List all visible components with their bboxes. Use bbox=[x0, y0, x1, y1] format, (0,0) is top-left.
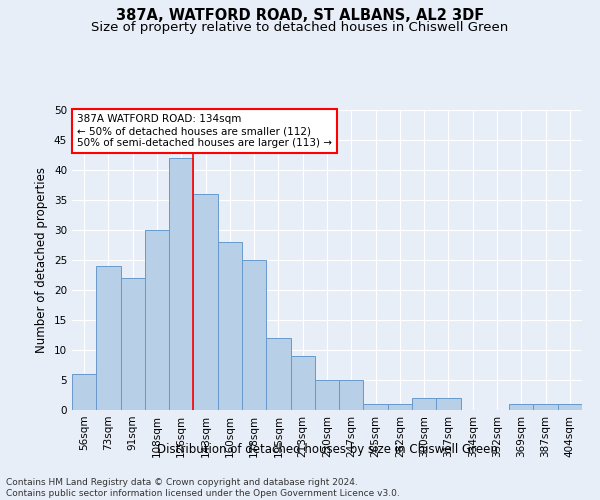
Bar bbox=[436, 398, 461, 410]
Bar bbox=[218, 242, 242, 410]
Bar bbox=[533, 404, 558, 410]
Bar bbox=[121, 278, 145, 410]
Text: 387A, WATFORD ROAD, ST ALBANS, AL2 3DF: 387A, WATFORD ROAD, ST ALBANS, AL2 3DF bbox=[116, 8, 484, 22]
Bar bbox=[290, 356, 315, 410]
Text: 387A WATFORD ROAD: 134sqm
← 50% of detached houses are smaller (112)
50% of semi: 387A WATFORD ROAD: 134sqm ← 50% of detac… bbox=[77, 114, 332, 148]
Bar bbox=[145, 230, 169, 410]
Bar bbox=[193, 194, 218, 410]
Bar bbox=[72, 374, 96, 410]
Bar bbox=[412, 398, 436, 410]
Bar bbox=[558, 404, 582, 410]
Bar bbox=[509, 404, 533, 410]
Bar bbox=[315, 380, 339, 410]
Bar bbox=[266, 338, 290, 410]
Text: Contains HM Land Registry data © Crown copyright and database right 2024.
Contai: Contains HM Land Registry data © Crown c… bbox=[6, 478, 400, 498]
Bar bbox=[169, 158, 193, 410]
Bar bbox=[339, 380, 364, 410]
Bar bbox=[364, 404, 388, 410]
Text: Distribution of detached houses by size in Chiswell Green: Distribution of detached houses by size … bbox=[157, 442, 497, 456]
Y-axis label: Number of detached properties: Number of detached properties bbox=[35, 167, 49, 353]
Bar bbox=[242, 260, 266, 410]
Bar bbox=[388, 404, 412, 410]
Text: Size of property relative to detached houses in Chiswell Green: Size of property relative to detached ho… bbox=[91, 21, 509, 34]
Bar bbox=[96, 266, 121, 410]
